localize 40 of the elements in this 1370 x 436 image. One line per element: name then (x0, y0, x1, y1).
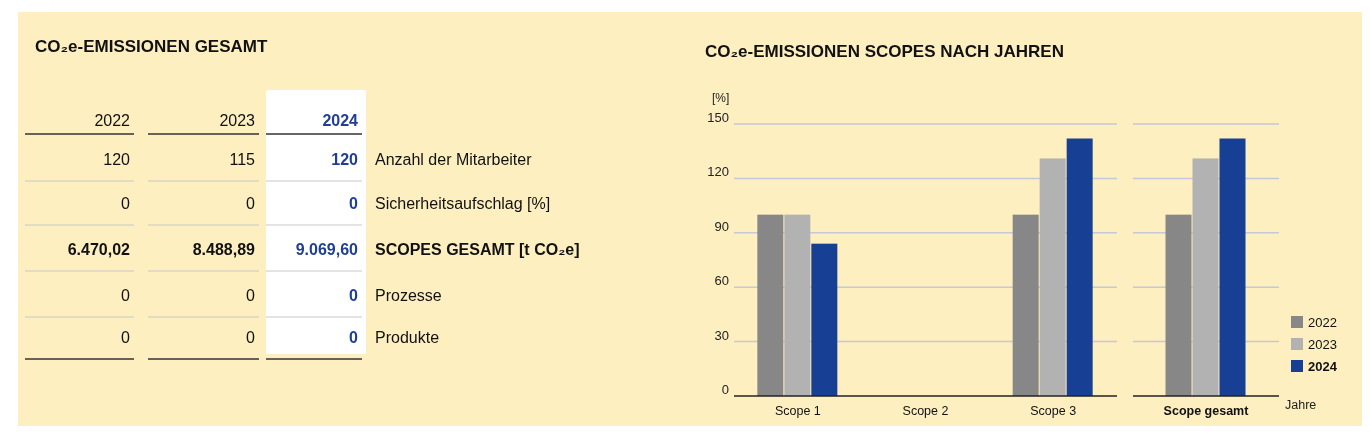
x-axis-title: Jahre (1285, 398, 1317, 412)
text: 0 (121, 195, 130, 212)
category-label: 2023 (219, 112, 256, 129)
category-label: Sicherheitsaufschlag [%] (375, 195, 551, 212)
text: 120 (103, 151, 130, 168)
y-tick-label: 30 (714, 327, 729, 343)
category-label: 2024 (322, 112, 359, 129)
y-tick-label: 0 (721, 382, 729, 397)
text: 0 (349, 195, 358, 212)
x-tick-label: Scope 3 (1030, 404, 1077, 418)
x-tick-label: Scope gesamt (1163, 404, 1250, 418)
text: 0 (246, 195, 255, 212)
text: 0 (349, 329, 358, 346)
text: 0 (121, 287, 130, 304)
text: CO₂e-EMISSIONEN GESAMT (35, 37, 268, 56)
text: 0 (246, 287, 255, 304)
text: 120 (331, 151, 358, 168)
text: 9.069,60 (295, 241, 358, 258)
y-tick-label: 90 (714, 218, 729, 234)
category-label: Anzahl der Mitarbeiter (375, 151, 532, 168)
y-tick-label: 120 (707, 164, 729, 180)
legend-label: 2023 (1308, 337, 1337, 352)
x-tick-label: Scope 2 (902, 404, 949, 418)
text: 0 (121, 329, 130, 346)
y-tick-label: 150 (707, 110, 729, 125)
legend-label: 2022 (1308, 315, 1337, 330)
text: 6.470,02 (67, 241, 130, 258)
text: 0 (349, 287, 358, 304)
category-label: SCOPES GESAMT [t CO₂e] (375, 241, 580, 258)
x-tick-label: Scope 1 (774, 404, 821, 418)
text: 0 (246, 329, 255, 346)
chart-title: CO₂e-EMISSIONEN SCOPES NACH JAHREN (705, 42, 1064, 61)
y-tick-label: 60 (714, 273, 729, 289)
legend-label: 2024 (1308, 359, 1338, 374)
text: 115 (229, 151, 255, 168)
category-label: Produkte (375, 329, 440, 346)
y-axis-title: [%] (712, 91, 730, 105)
category-label: Prozesse (375, 287, 442, 304)
text: 8.488,89 (192, 241, 255, 258)
category-label: 2022 (94, 112, 131, 129)
